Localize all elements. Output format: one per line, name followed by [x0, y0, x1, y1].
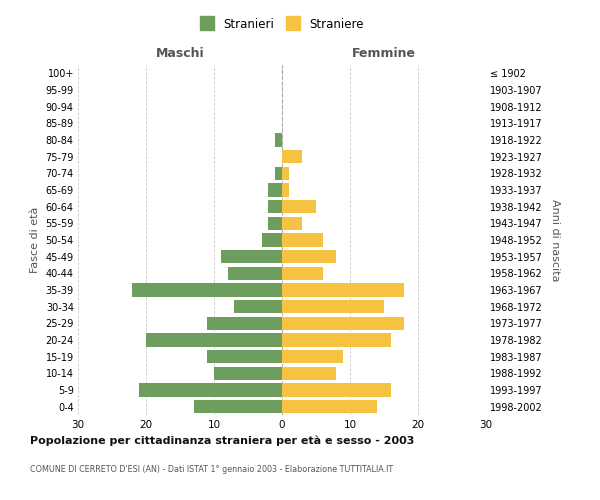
Bar — [139, 384, 282, 396]
Bar — [282, 300, 384, 314]
Bar — [282, 184, 289, 196]
Bar — [282, 216, 302, 230]
Bar — [282, 366, 337, 380]
Bar — [282, 266, 323, 280]
Text: Maschi: Maschi — [155, 47, 205, 60]
Bar — [207, 316, 282, 330]
Legend: Stranieri, Straniere: Stranieri, Straniere — [200, 18, 364, 32]
Bar — [235, 300, 282, 314]
Bar — [282, 200, 316, 213]
Bar — [275, 166, 282, 180]
Bar — [227, 266, 282, 280]
Bar — [282, 384, 391, 396]
Bar — [268, 184, 282, 196]
Bar — [282, 250, 337, 264]
Bar — [282, 400, 377, 413]
Bar — [282, 350, 343, 364]
Bar — [282, 234, 323, 246]
Bar — [146, 334, 282, 346]
Bar — [282, 166, 289, 180]
Text: COMUNE DI CERRETO D'ESI (AN) - Dati ISTAT 1° gennaio 2003 - Elaborazione TUTTITA: COMUNE DI CERRETO D'ESI (AN) - Dati ISTA… — [30, 465, 393, 474]
Bar — [221, 250, 282, 264]
Bar — [207, 350, 282, 364]
Text: Femmine: Femmine — [352, 47, 416, 60]
Bar — [268, 216, 282, 230]
Bar — [282, 150, 302, 164]
Bar — [275, 134, 282, 146]
Y-axis label: Fasce di età: Fasce di età — [30, 207, 40, 273]
Bar — [194, 400, 282, 413]
Bar — [268, 200, 282, 213]
Bar — [282, 316, 404, 330]
Bar — [282, 284, 404, 296]
Bar — [214, 366, 282, 380]
Y-axis label: Anni di nascita: Anni di nascita — [550, 198, 560, 281]
Bar — [133, 284, 282, 296]
Bar — [282, 334, 391, 346]
Bar — [262, 234, 282, 246]
Text: Popolazione per cittadinanza straniera per età e sesso - 2003: Popolazione per cittadinanza straniera p… — [30, 435, 415, 446]
